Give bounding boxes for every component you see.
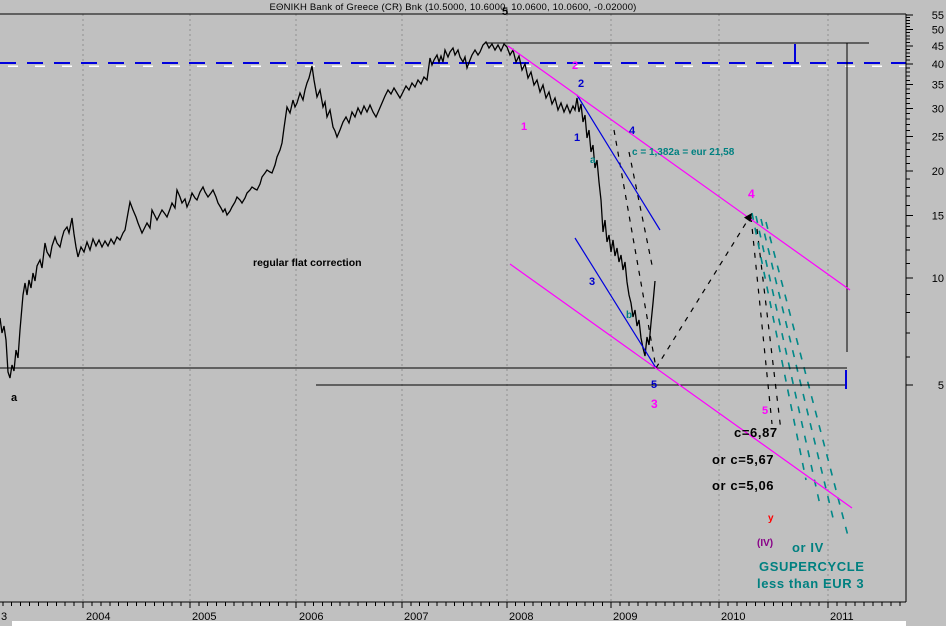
x-axis-label: 2007 [404, 611, 428, 623]
wave-1-blue: 1 [574, 132, 580, 144]
projection-wave5-a [750, 216, 773, 425]
supercycle-fan-1 [751, 212, 807, 481]
wave-4-magenta: 4 [748, 187, 755, 201]
wave-trendline-upper [576, 94, 661, 231]
wave-2-blue: 2 [578, 78, 584, 90]
note-fib-target: c = 1,382a = eur 21,58 [632, 147, 735, 158]
x-axis-label: 2010 [721, 611, 745, 623]
y-axis-label: 45 [932, 41, 944, 53]
wave-4-blue: 4 [629, 125, 636, 137]
y-axis-label: 50 [932, 25, 944, 37]
chart-title: EΘNIKH Bank of Greece (CR) Bnk (10.5000,… [269, 2, 637, 13]
x-axis-label: 2005 [192, 611, 216, 623]
projection-wave5-b [756, 228, 782, 432]
target-c-567: or c=5,67 [712, 452, 774, 467]
projection-down-2 [628, 151, 653, 266]
note-less-than-eur3: less than EUR 3 [757, 576, 864, 591]
y-axis-label: 35 [932, 80, 944, 92]
wave-5-top-black: 5 [502, 6, 508, 18]
x-axis-label: 2004 [86, 611, 110, 623]
note-gsupercycle: GSUPERCYCLE [759, 559, 865, 574]
wave-5-blue: 5 [651, 379, 657, 391]
wave-y-red: y [768, 513, 774, 524]
wave-b-teal: b [626, 310, 632, 321]
supercycle-fan-2 [755, 215, 821, 506]
projection-zigzag-up [655, 214, 752, 369]
wave-trendline-lower [574, 237, 657, 369]
y-axis-label: 20 [932, 166, 944, 178]
wave-a-left-black: a [11, 392, 18, 404]
y-axis-label: 55 [932, 10, 944, 22]
target-c-506: or c=5,06 [712, 478, 774, 493]
target-c-687: c=6,87 [734, 425, 778, 440]
price-series-path [0, 40, 656, 379]
projection-down-1 [613, 129, 657, 369]
x-axis-label: 3 [1, 611, 7, 623]
wave-3-magenta: 3 [651, 397, 658, 411]
wave-3-blue: 3 [589, 276, 595, 288]
projection-arrowhead [744, 213, 752, 222]
x-axis-label: 2008 [509, 611, 533, 623]
supercycle-fan-4 [765, 221, 849, 537]
supercycle-fan-3 [760, 218, 835, 523]
x-axis-label: 2006 [299, 611, 323, 623]
wave-5-magenta: 5 [762, 405, 768, 417]
wave-a-teal: a [590, 155, 596, 166]
note-regular-flat-correction: regular flat correction [253, 257, 362, 269]
wave-1-magenta: 1 [521, 121, 527, 133]
y-axis-label: 30 [932, 103, 944, 115]
x-axis-label: 2009 [613, 611, 637, 623]
y-axis-label: 10 [932, 273, 944, 285]
x-axis-label: 2011 [830, 611, 854, 623]
wave-2-magenta: 2 [572, 60, 578, 72]
bottom-white-strip [12, 621, 906, 626]
y-axis-label: 15 [932, 210, 944, 222]
channel-line-lower [509, 263, 853, 509]
note-or-iv: or IV [792, 540, 824, 555]
y-axis-label: 40 [932, 59, 944, 71]
y-axis-label: 5 [938, 380, 944, 392]
channel-line-upper [507, 45, 851, 291]
y-axis-label: 25 [932, 132, 944, 144]
wave-iv-purple: (IV) [757, 538, 773, 549]
